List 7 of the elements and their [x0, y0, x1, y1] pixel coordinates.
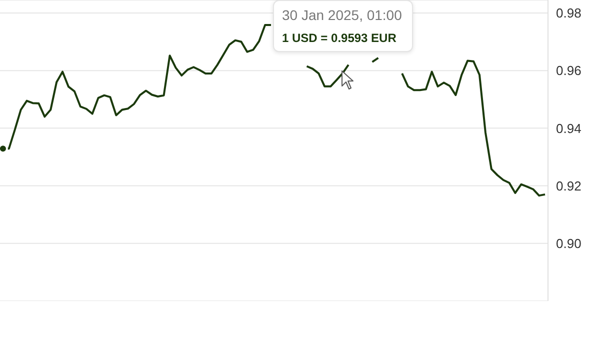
y-tick-label: 0.92 — [556, 178, 582, 194]
y-tick-label: 0.94 — [556, 120, 582, 136]
y-tick-label: 0.96 — [556, 63, 582, 78]
annotation: 30 Jan 2025, 01:00 — [282, 7, 403, 23]
annotation: 1 USD = 0.9593 EUR — [282, 31, 398, 45]
y-tick-label: 0.98 — [556, 6, 582, 21]
y-tick-label: 0.90 — [556, 236, 582, 252]
